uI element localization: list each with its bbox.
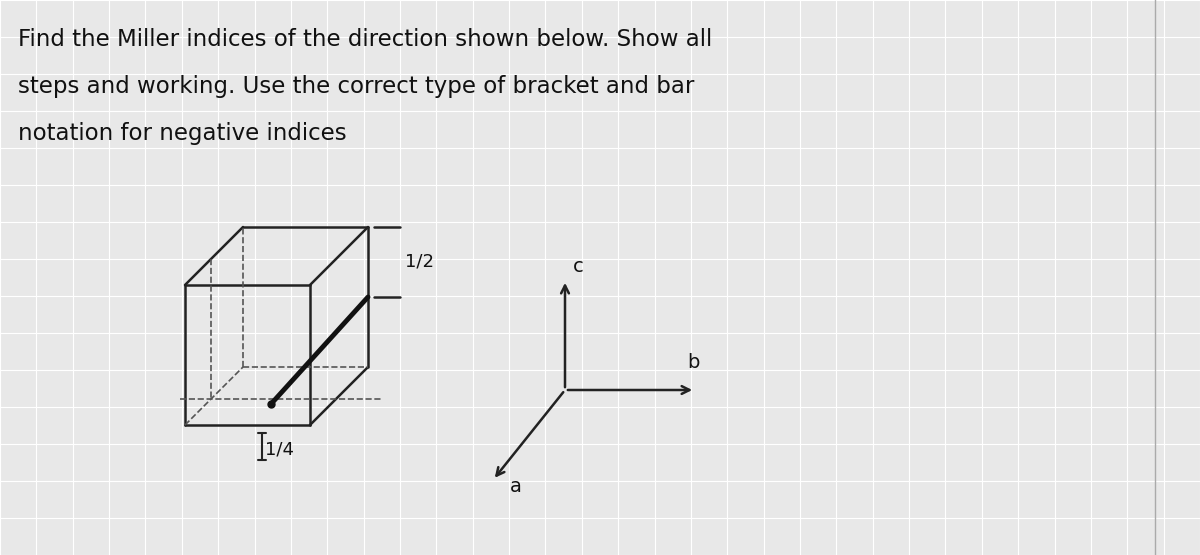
Text: 1/2: 1/2	[406, 253, 434, 271]
Text: 1/4: 1/4	[265, 441, 294, 459]
Text: c: c	[574, 257, 583, 276]
Text: steps and working. Use the correct type of bracket and bar: steps and working. Use the correct type …	[18, 75, 695, 98]
Text: Find the Miller indices of the direction shown below. Show all: Find the Miller indices of the direction…	[18, 28, 713, 51]
Text: notation for negative indices: notation for negative indices	[18, 122, 347, 145]
Text: a: a	[510, 477, 522, 496]
Text: b: b	[686, 353, 700, 372]
